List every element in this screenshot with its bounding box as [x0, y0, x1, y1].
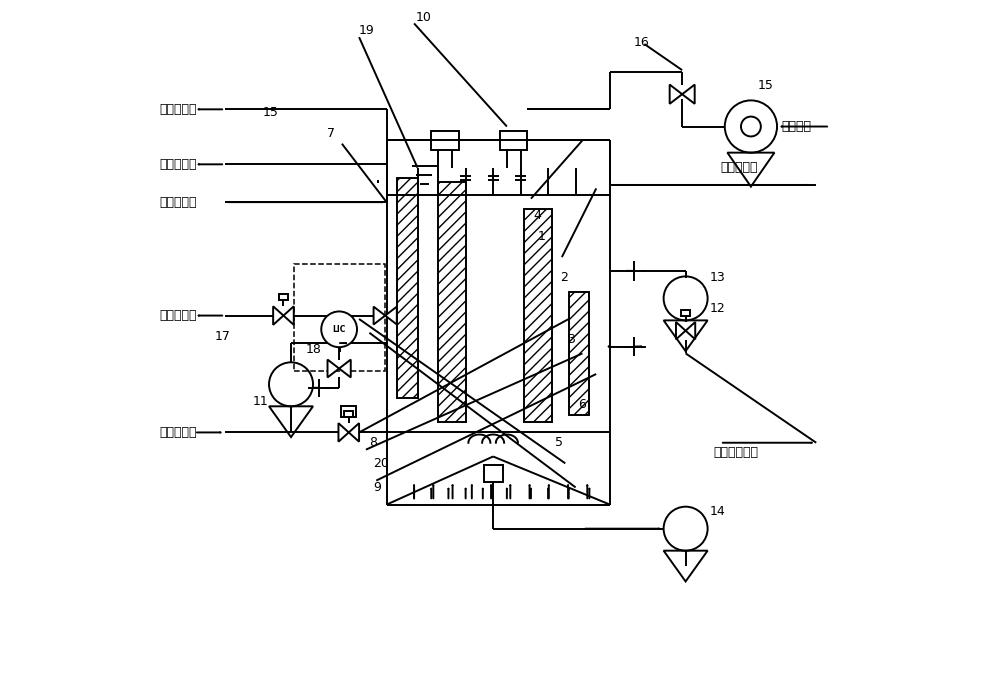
Text: 15: 15: [758, 79, 774, 91]
Bar: [438, 182, 466, 422]
Bar: [279, 294, 288, 300]
Text: 吹扫气入口: 吹扫气入口: [160, 426, 197, 439]
Polygon shape: [339, 360, 351, 378]
Bar: [431, 131, 459, 150]
Text: 4: 4: [533, 209, 541, 222]
Bar: [681, 310, 690, 316]
Polygon shape: [385, 306, 397, 324]
Text: 硫磺过滤单元: 硫磺过滤单元: [713, 446, 758, 459]
Text: 15: 15: [263, 106, 279, 119]
Text: 电能输出端: 电能输出端: [160, 103, 197, 116]
Text: 17: 17: [215, 330, 231, 342]
Text: 12: 12: [710, 302, 725, 315]
Polygon shape: [682, 85, 695, 104]
Text: 6: 6: [578, 398, 586, 412]
Text: 3: 3: [567, 333, 575, 346]
Text: 催化剂出口: 催化剂出口: [160, 309, 197, 322]
Text: 20: 20: [373, 457, 389, 470]
Polygon shape: [338, 423, 349, 441]
Text: 7: 7: [327, 127, 335, 140]
Text: 14: 14: [710, 505, 725, 518]
Bar: [500, 131, 527, 150]
Text: 空气进口: 空气进口: [782, 120, 812, 133]
Circle shape: [321, 311, 357, 347]
Polygon shape: [328, 360, 339, 378]
Bar: [569, 292, 589, 415]
Polygon shape: [374, 306, 385, 324]
Bar: [397, 178, 418, 398]
Text: 13: 13: [710, 271, 725, 284]
Text: 11: 11: [253, 395, 268, 408]
Polygon shape: [273, 306, 283, 325]
Text: 18: 18: [306, 344, 322, 356]
Text: 19: 19: [359, 24, 375, 37]
Polygon shape: [686, 322, 695, 340]
Text: 8: 8: [369, 436, 377, 449]
Bar: [294, 264, 385, 371]
Text: 16: 16: [634, 36, 650, 49]
Text: 催化剂入口: 催化剂入口: [160, 195, 197, 209]
Text: 10: 10: [415, 11, 431, 24]
Text: 放空排放口: 放空排放口: [720, 161, 757, 174]
Polygon shape: [670, 85, 682, 104]
Text: 5: 5: [555, 436, 563, 449]
Text: 2: 2: [560, 271, 568, 284]
Polygon shape: [283, 306, 294, 325]
Bar: [341, 406, 356, 417]
Text: LIC: LIC: [332, 325, 346, 334]
Polygon shape: [676, 322, 686, 340]
Bar: [344, 411, 353, 417]
Text: 1: 1: [538, 230, 546, 243]
Text: 9: 9: [373, 481, 381, 494]
Text: 产生水排口: 产生水排口: [160, 158, 197, 171]
Polygon shape: [349, 423, 359, 441]
Bar: [524, 209, 552, 422]
Bar: [484, 465, 503, 482]
